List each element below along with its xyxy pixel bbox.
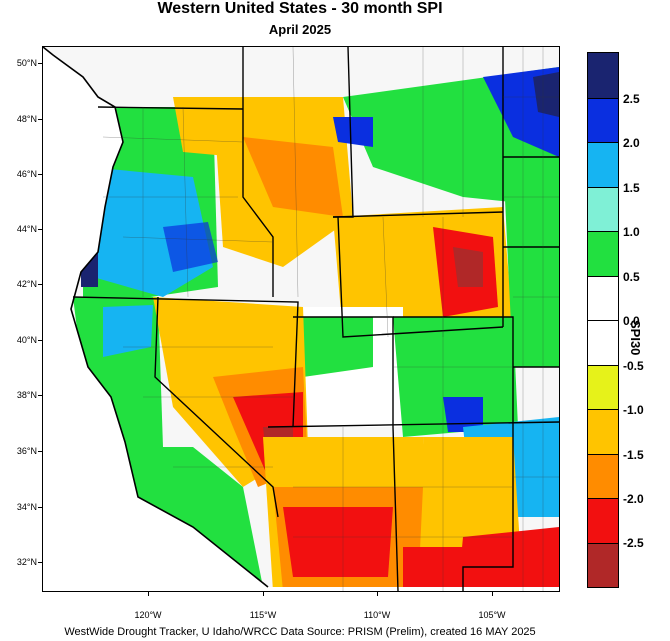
- map-area: [42, 46, 560, 592]
- lat-tick: [38, 562, 42, 563]
- coastline: [43, 47, 269, 588]
- lon-label-120w: 120°W: [134, 610, 162, 620]
- lat-label-36n: 36°N: [16, 446, 37, 456]
- colorbar-segment: [588, 53, 618, 98]
- lon-tick: [377, 591, 378, 596]
- colorbar-segment: [588, 364, 618, 409]
- lat-tick: [38, 395, 42, 396]
- lon-tick: [263, 591, 264, 596]
- lon-label-105w: 105°W: [478, 610, 506, 620]
- lat-label-44n: 44°N: [16, 224, 37, 234]
- lat-label-40n: 40°N: [16, 335, 37, 345]
- colorbar-label-2-5: 2.5: [623, 92, 640, 106]
- colorbar-segment: [588, 542, 618, 587]
- colorbar-label-neg-2-0: -2.0: [623, 492, 644, 506]
- colorbar-title: SPI30: [628, 320, 643, 356]
- lon-tick: [492, 591, 493, 596]
- lat-tick: [38, 229, 42, 230]
- colorbar-label-0-5: 0.5: [623, 270, 640, 284]
- colorbar-label-neg-2-5: -2.5: [623, 536, 644, 550]
- lon-tick: [148, 591, 149, 596]
- colorbar-label-1-0: 1.0: [623, 225, 640, 239]
- lat-label-46n: 46°N: [16, 169, 37, 179]
- lon-label-110w: 110°W: [363, 610, 391, 620]
- lat-label-32n: 32°N: [16, 557, 37, 567]
- lat-tick: [38, 340, 42, 341]
- county-lines: [102, 47, 559, 591]
- colorbar-segment: [588, 409, 618, 454]
- colorbar-segment: [588, 97, 618, 142]
- lat-tick: [38, 63, 42, 64]
- lon-label-115w: 115°W: [249, 610, 277, 620]
- colorbar-segment: [588, 275, 618, 320]
- map-title: Western United States - 30 month SPI: [157, 0, 443, 17]
- lat-tick: [38, 451, 42, 452]
- lat-label-48n: 48°N: [16, 114, 37, 124]
- colorbar-segment: [588, 142, 618, 187]
- lat-tick: [38, 119, 42, 120]
- lat-label-34n: 34°N: [16, 502, 37, 512]
- lat-tick: [38, 507, 42, 508]
- footer-credit: WestWide Drought Tracker, U Idaho/WRCC D…: [64, 626, 536, 638]
- lat-label-50n: 50°N: [16, 58, 37, 68]
- colorbar-segment: [588, 453, 618, 498]
- colorbar-label-2-0: 2.0: [623, 136, 640, 150]
- drought-map: [43, 47, 559, 591]
- colorbar-label-1-5: 1.5: [623, 181, 640, 195]
- colorbar-label-0-0: 0.0: [623, 314, 640, 328]
- colorbar: [587, 52, 619, 588]
- lat-tick: [38, 284, 42, 285]
- colorbar-label-neg-1-5: -1.5: [623, 448, 644, 462]
- map-subtitle: April 2025: [268, 22, 332, 37]
- lat-label-38n: 38°N: [16, 390, 37, 400]
- colorbar-segment: [588, 498, 618, 543]
- state-borders: [72, 47, 559, 591]
- colorbar-label-neg-0-5: -0.5: [623, 359, 644, 373]
- lat-tick: [38, 174, 42, 175]
- colorbar-label-neg-1-0: -1.0: [623, 403, 644, 417]
- colorbar-segment: [588, 320, 618, 365]
- colorbar-segment: [588, 186, 618, 231]
- lat-label-42n: 42°N: [16, 279, 37, 289]
- colorbar-segment: [588, 231, 618, 276]
